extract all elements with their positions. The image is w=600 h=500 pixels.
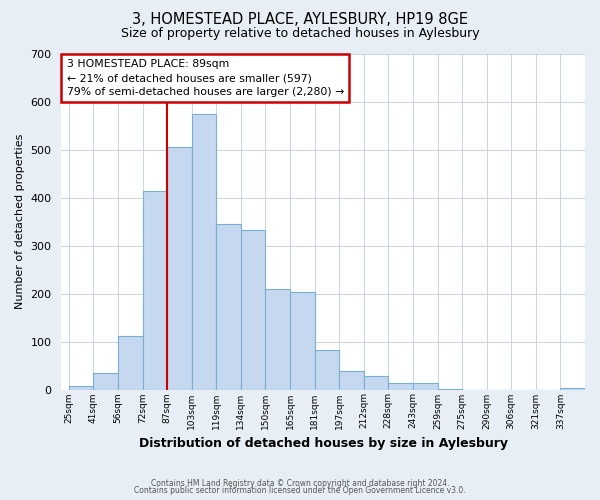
Bar bbox=[118, 336, 143, 390]
Bar bbox=[364, 376, 388, 390]
Bar bbox=[388, 384, 413, 390]
Bar bbox=[191, 114, 216, 390]
Text: 3 HOMESTEAD PLACE: 89sqm
← 21% of detached houses are smaller (597)
79% of semi-: 3 HOMESTEAD PLACE: 89sqm ← 21% of detach… bbox=[67, 59, 344, 97]
Bar bbox=[94, 372, 118, 390]
Bar bbox=[437, 388, 462, 390]
Bar bbox=[265, 289, 290, 390]
Text: 3, HOMESTEAD PLACE, AYLESBURY, HP19 8GE: 3, HOMESTEAD PLACE, AYLESBURY, HP19 8GE bbox=[132, 12, 468, 28]
Y-axis label: Number of detached properties: Number of detached properties bbox=[15, 134, 25, 310]
Bar bbox=[413, 384, 437, 390]
Text: Contains public sector information licensed under the Open Government Licence v3: Contains public sector information licen… bbox=[134, 486, 466, 495]
Bar bbox=[560, 388, 585, 390]
Bar bbox=[290, 292, 314, 390]
Bar bbox=[339, 372, 364, 390]
Bar bbox=[314, 350, 339, 390]
Text: Size of property relative to detached houses in Aylesbury: Size of property relative to detached ho… bbox=[121, 28, 479, 40]
Bar bbox=[69, 386, 94, 390]
Bar bbox=[241, 230, 265, 390]
Bar bbox=[216, 224, 241, 390]
X-axis label: Distribution of detached houses by size in Aylesbury: Distribution of detached houses by size … bbox=[139, 437, 508, 450]
Text: Contains HM Land Registry data © Crown copyright and database right 2024.: Contains HM Land Registry data © Crown c… bbox=[151, 478, 449, 488]
Bar bbox=[143, 190, 167, 390]
Bar bbox=[167, 146, 191, 390]
